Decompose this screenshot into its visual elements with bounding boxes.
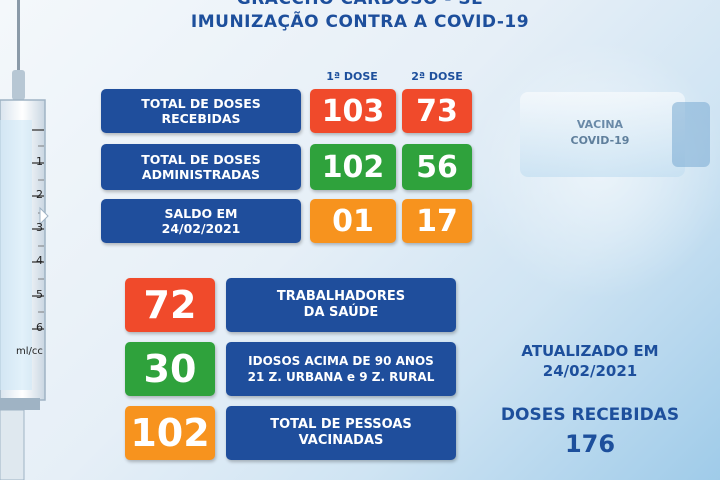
row-balance-label-line2: 24/02/2021 (161, 221, 241, 236)
health-workers-count: 72 (125, 278, 215, 332)
vaccinated-people-label-line1: TOTAL DE PESSOAS (270, 417, 412, 432)
received-second-dose-value: 73 (402, 89, 472, 133)
balance-first-dose-value: 01 (310, 199, 396, 243)
syringe-scale-4: 4 (36, 254, 43, 267)
vaccine-vial-image (520, 92, 685, 177)
balance-second-dose-value: 17 (402, 199, 472, 243)
vial-text-line1: VACINA (576, 118, 624, 131)
row-received-label-line2: RECEBIDAS (161, 111, 241, 126)
doses-received-label: DOSES RECEBIDAS (500, 405, 680, 425)
syringe-scale-3: 3 (36, 221, 43, 234)
updated-date: 24/02/2021 (542, 362, 638, 380)
elderly-label: IDOSOS ACIMA DE 90 ANOS 21 Z. URBANA e 9 … (226, 342, 456, 396)
health-workers-label: TRABALHADORES DA SAÚDE (226, 278, 456, 332)
vaccinated-people-count: 102 (125, 406, 215, 460)
syringe-scale-6: 6 (36, 321, 43, 334)
syringe-illustration (0, 0, 49, 480)
received-first-dose-value: 103 (310, 89, 396, 133)
syringe-scale-1: 1 (36, 155, 43, 168)
administered-second-dose-value: 56 (402, 144, 472, 190)
first-dose-header: 1ª DOSE (326, 70, 378, 83)
row-administered-label: TOTAL DE DOSES ADMINISTRADAS (101, 144, 301, 190)
doses-received-value: 176 (564, 430, 616, 458)
syringe-scale-2: 2 (36, 188, 43, 201)
row-administered-label-line2: ADMINISTRADAS (141, 167, 261, 182)
vial-text-line2: COVID-19 (570, 134, 630, 147)
row-balance-label-line1: SALDO EM (164, 206, 238, 221)
syringe-hub (12, 70, 25, 100)
health-workers-label-line1: TRABALHADORES (276, 289, 406, 304)
header-subtitle: IMUNIZAÇÃO CONTRA A COVID-19 (190, 12, 530, 32)
second-dose-header: 2ª DOSE (411, 70, 463, 83)
row-administered-label-line1: TOTAL DE DOSES (141, 152, 261, 167)
vaccine-vial-cap (672, 102, 710, 167)
elderly-count: 30 (125, 342, 215, 396)
syringe-needle (17, 0, 20, 80)
header-title: GRACCHO CARDOSO - SE (0, 0, 720, 9)
vaccinated-people-label: TOTAL DE PESSOAS VACINADAS (226, 406, 456, 460)
row-received-label-line1: TOTAL DE DOSES (141, 96, 261, 111)
elderly-label-line1: IDOSOS ACIMA DE 90 ANOS (248, 354, 434, 368)
updated-label: ATUALIZADO EM (521, 342, 659, 360)
row-balance-label: SALDO EM 24/02/2021 (101, 199, 301, 243)
syringe-scale-5: 5 (36, 288, 43, 301)
health-workers-label-line2: DA SAÚDE (303, 305, 379, 320)
row-received-label: TOTAL DE DOSES RECEBIDAS (101, 89, 301, 133)
syringe-scale-unit: ml/cc (16, 346, 43, 357)
vaccinated-people-label-line2: VACINADAS (298, 433, 384, 448)
elderly-label-line2: 21 Z. URBANA e 9 Z. RURAL (247, 370, 435, 384)
administered-first-dose-value: 102 (310, 144, 396, 190)
